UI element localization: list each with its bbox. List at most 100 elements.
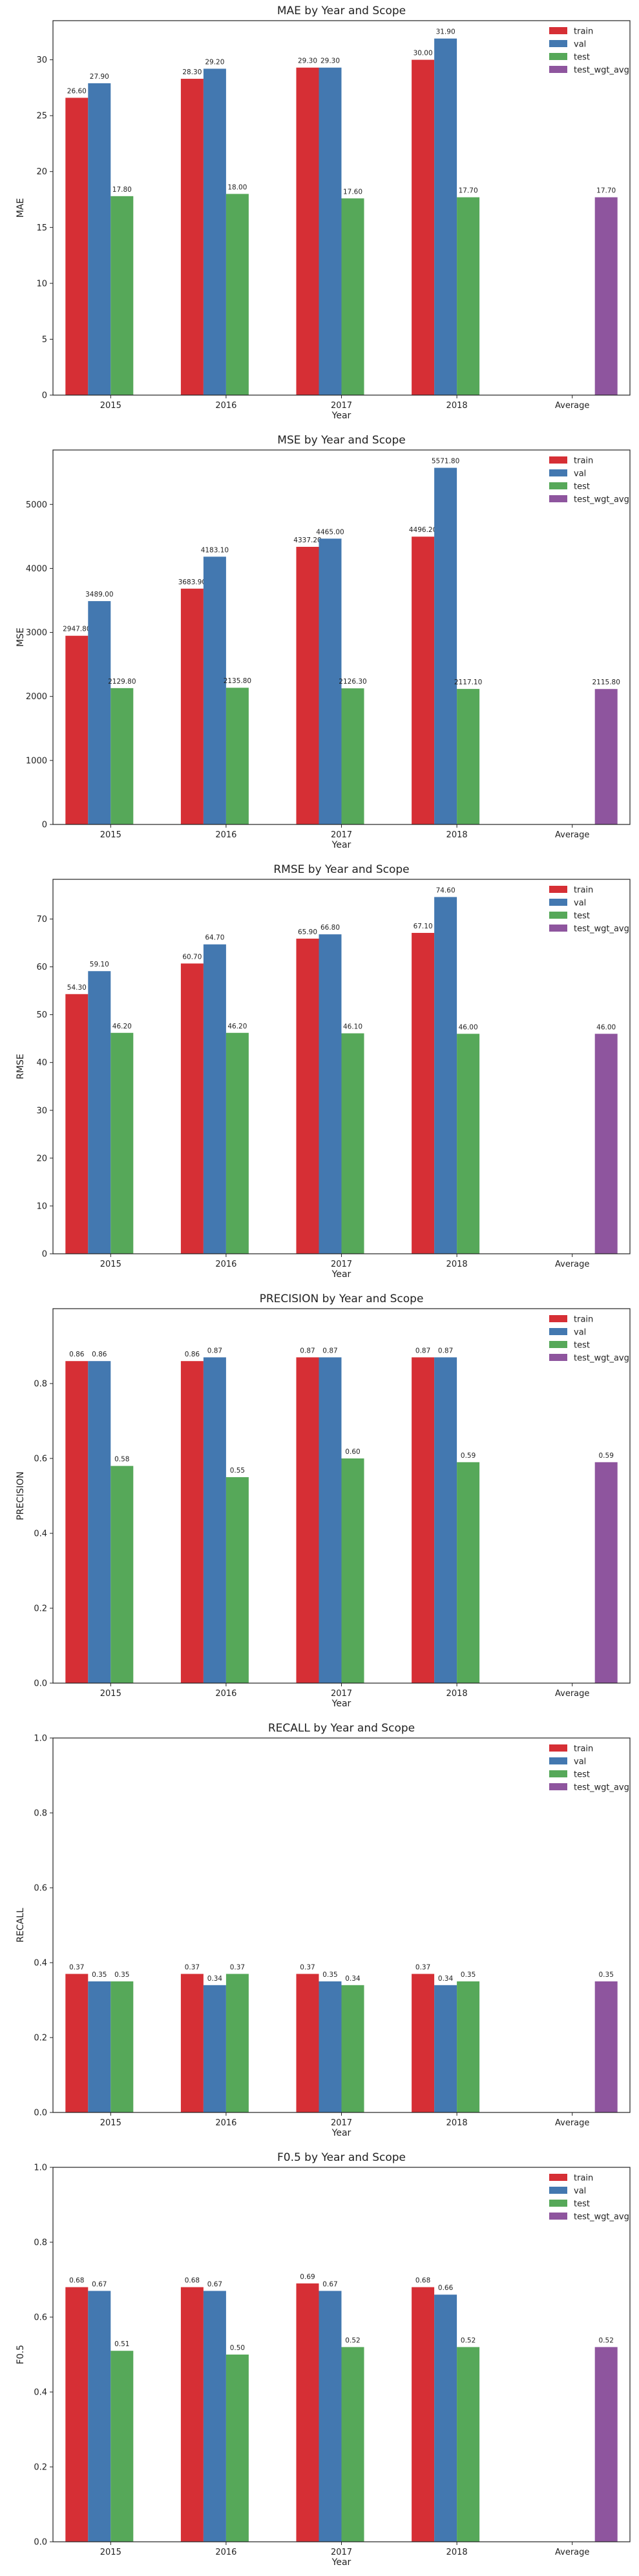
bar-test bbox=[225, 688, 249, 824]
bar-test_wgt_avg bbox=[594, 689, 618, 824]
bar-train bbox=[296, 546, 319, 824]
x-tick-label: Average bbox=[555, 2548, 589, 2557]
bar-test bbox=[225, 194, 249, 395]
y-tick-label: 0.4 bbox=[34, 1959, 47, 1968]
bar-test bbox=[341, 688, 364, 824]
bar-value-label: 4337.20 bbox=[293, 537, 321, 544]
bar-value-label: 2129.80 bbox=[108, 678, 136, 686]
bar-test_wgt_avg bbox=[594, 2347, 618, 2542]
bar-train bbox=[412, 537, 435, 824]
bar-value-label: 65.90 bbox=[298, 928, 317, 936]
legend-swatch-test_wgt_avg bbox=[549, 495, 567, 502]
bar-value-label: 0.59 bbox=[461, 1452, 476, 1460]
bar-val bbox=[88, 1981, 111, 2112]
legend-swatch-val bbox=[549, 1757, 567, 1764]
bar-value-label: 0.37 bbox=[230, 1963, 245, 1971]
legend: train val test test_wgt_avg bbox=[549, 2174, 629, 2222]
x-tick-label: 2018 bbox=[446, 830, 468, 840]
x-axis-label: Year bbox=[331, 840, 351, 850]
y-tick-label: 0.2 bbox=[34, 2034, 47, 2043]
bar-test_wgt_avg bbox=[594, 1462, 618, 1683]
y-tick-label: 0.4 bbox=[34, 2388, 47, 2398]
bar-value-label: 46.00 bbox=[596, 1023, 616, 1031]
legend-swatch-train bbox=[549, 1315, 567, 1322]
bar-train bbox=[180, 79, 204, 396]
bar-val bbox=[319, 67, 342, 395]
y-tick-label: 15 bbox=[36, 223, 47, 233]
y-tick-label: 2000 bbox=[26, 692, 47, 702]
bar-value-label: 0.87 bbox=[322, 1347, 337, 1354]
y-tick-label: 30 bbox=[36, 1106, 47, 1116]
plot-frame bbox=[52, 1308, 631, 1684]
x-tick-label: 2016 bbox=[215, 830, 236, 840]
legend-swatch-test bbox=[549, 2200, 567, 2207]
y-tick-label: 0.6 bbox=[34, 1884, 47, 1894]
legend-label: test bbox=[574, 2200, 590, 2209]
x-tick-label: 2016 bbox=[215, 401, 236, 411]
legend-swatch-test bbox=[549, 912, 567, 919]
bar-train bbox=[412, 59, 435, 395]
legend-label: train bbox=[574, 456, 593, 466]
y-tick-label: 0.4 bbox=[34, 1529, 47, 1539]
bar-value-label: 30.00 bbox=[414, 50, 433, 57]
plot-frame bbox=[52, 449, 631, 825]
bar-value-label: 0.34 bbox=[438, 1975, 454, 1983]
bar-test_wgt_avg bbox=[594, 1981, 618, 2112]
legend-label: test_wgt_avg bbox=[574, 495, 629, 505]
bar-value-label: 74.60 bbox=[436, 886, 456, 894]
legend-swatch-test_wgt_avg bbox=[549, 66, 567, 73]
legend-swatch-test_wgt_avg bbox=[549, 1354, 567, 1361]
legend-label: val bbox=[574, 2187, 586, 2196]
chart-title: RMSE by Year and Scope bbox=[273, 863, 409, 876]
bar-value-label: 0.86 bbox=[69, 1351, 85, 1358]
legend-label: test bbox=[574, 912, 590, 921]
x-tick-label: 2015 bbox=[100, 830, 121, 840]
x-tick-label: Average bbox=[555, 2118, 589, 2128]
legend-label: test_wgt_avg bbox=[574, 66, 629, 76]
bar-val bbox=[203, 1357, 226, 1683]
bar-value-label: 0.67 bbox=[92, 2280, 107, 2288]
bar-val bbox=[88, 2291, 111, 2542]
bar-test bbox=[110, 688, 134, 824]
bar-value-label: 5571.80 bbox=[432, 458, 459, 465]
bar-value-label: 54.30 bbox=[67, 984, 87, 992]
bar-value-label: 0.68 bbox=[69, 2277, 84, 2285]
bar-value-label: 46.00 bbox=[459, 1023, 478, 1031]
chart-panel-mae: MAE by Year and Scope 0 5 10 15 20 25 30 2015 201… bbox=[16, 5, 631, 421]
bar-value-label: 2947.80 bbox=[63, 626, 90, 633]
x-axis-label: Year bbox=[331, 1269, 351, 1280]
bar-test_wgt_avg bbox=[594, 197, 618, 395]
legend-label: train bbox=[574, 2174, 593, 2183]
y-tick-label: 10 bbox=[36, 279, 47, 289]
bar-value-label: 0.58 bbox=[114, 1456, 129, 1464]
legend-label: test bbox=[574, 1770, 590, 1780]
bar-val bbox=[203, 1985, 226, 2112]
bar-value-label: 46.20 bbox=[227, 1023, 247, 1030]
x-tick-label: 2015 bbox=[100, 2118, 121, 2128]
bar-train bbox=[412, 932, 435, 1254]
bar-val bbox=[319, 934, 342, 1254]
bar-train bbox=[296, 2283, 319, 2542]
y-axis-label: RECALL bbox=[16, 1908, 26, 1943]
x-tick-label: 2017 bbox=[331, 1689, 352, 1699]
legend-label: test_wgt_avg bbox=[574, 1354, 629, 1364]
legend-label: test bbox=[574, 53, 590, 63]
legend-swatch-val bbox=[549, 2187, 567, 2194]
bar-train bbox=[180, 1361, 204, 1683]
bar-test bbox=[110, 196, 134, 395]
legend-label: val bbox=[574, 40, 586, 50]
bar-value-label: 0.37 bbox=[185, 1963, 200, 1971]
bar-value-label: 0.87 bbox=[300, 1347, 315, 1354]
legend-swatch-val bbox=[549, 899, 567, 906]
bar-test bbox=[341, 1033, 364, 1254]
y-tick-label: 0.8 bbox=[34, 1809, 47, 1819]
legend-label: test bbox=[574, 482, 590, 492]
bar-train bbox=[65, 635, 89, 824]
bar-val bbox=[434, 1985, 457, 2112]
bar-test_wgt_avg bbox=[594, 1034, 618, 1254]
legend-label: val bbox=[574, 899, 586, 908]
y-tick-label: 0.8 bbox=[34, 1380, 47, 1389]
y-tick-label: 10 bbox=[36, 1201, 47, 1211]
bar-value-label: 0.67 bbox=[322, 2280, 337, 2288]
